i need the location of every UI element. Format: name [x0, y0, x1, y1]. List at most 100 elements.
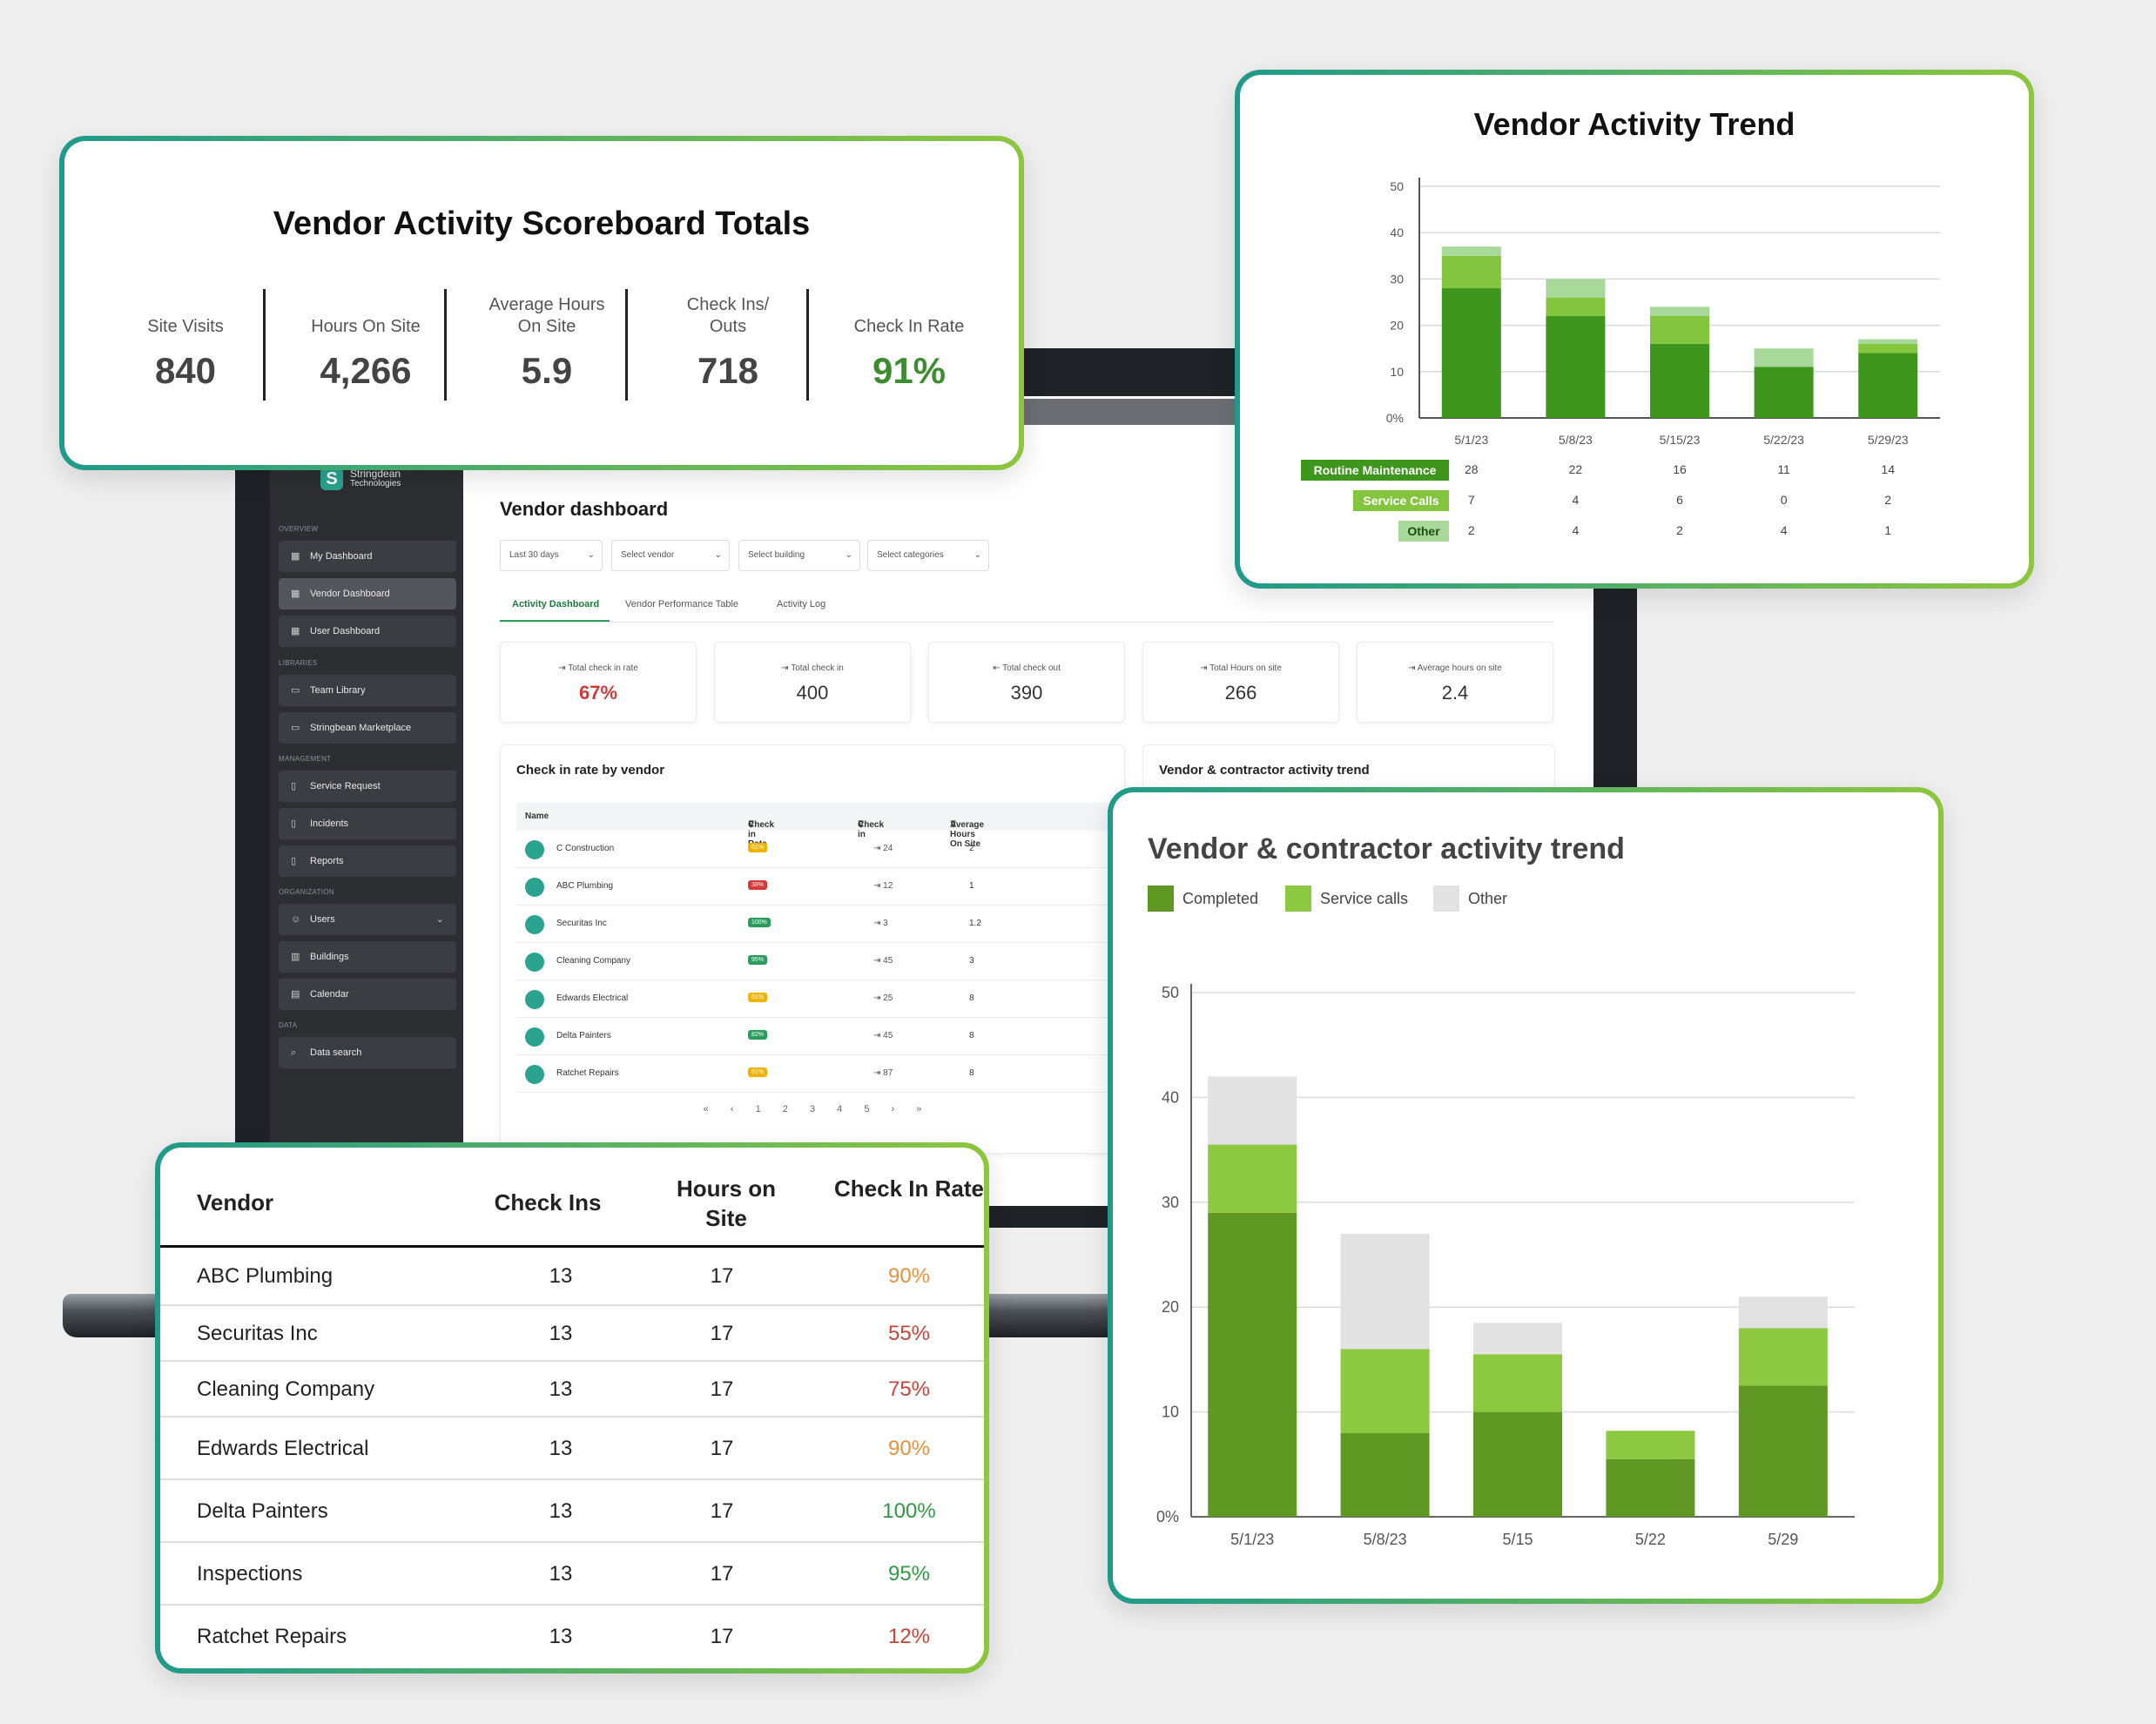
- column-vendor: Vendor: [197, 1189, 274, 1216]
- sidebar-item-incidents[interactable]: ▯ Incidents: [279, 808, 456, 839]
- page-link[interactable]: ‹: [730, 1104, 734, 1115]
- rate-value: 12%: [887, 1625, 931, 1648]
- table-row[interactable]: Securitas Inc 13 17 55%: [160, 1304, 984, 1360]
- table-row[interactable]: Delta Painters 82% ⇥ 45 8: [516, 1018, 1108, 1055]
- logo-icon: S: [320, 468, 343, 490]
- data-table-value: 7: [1468, 493, 1475, 507]
- data-table-value: 1: [1884, 523, 1891, 537]
- bar-service-calls: [1738, 1328, 1828, 1386]
- sidebar-item-reports[interactable]: ▯ Reports: [279, 845, 456, 877]
- page-link[interactable]: 1: [755, 1104, 761, 1115]
- filter-icon: ⊽: [950, 820, 957, 830]
- table-row[interactable]: ABC Plumbing 38% ⇥ 12 1: [516, 868, 1108, 906]
- table-row[interactable]: Cleaning Company 13 17 75%: [160, 1360, 984, 1416]
- bar-routine-maintenance: [1858, 353, 1918, 418]
- sidebar-item-team-library[interactable]: ▭ Team Library: [279, 675, 456, 706]
- check-in-value: ⇥ 45: [873, 956, 893, 966]
- tab-activity-log[interactable]: Activity Log: [777, 599, 826, 609]
- sidebar-item-marketplace[interactable]: ▭ Stringbean Marketplace: [279, 712, 456, 744]
- table-row[interactable]: Securitas Inc 100% ⇥ 3 1.2: [516, 906, 1108, 943]
- sidebar-item-vendor-dashboard[interactable]: ▦ Vendor Dashboard: [279, 578, 456, 609]
- page-link[interactable]: 5: [864, 1104, 870, 1115]
- rate-value: 95%: [887, 1562, 931, 1586]
- bar-service-calls: [1650, 315, 1709, 344]
- vendor-table-card: Vendor Check Ins Hours on Site Check In …: [155, 1142, 989, 1673]
- vendor-avatar-icon: [525, 878, 544, 897]
- vendor-avatar-icon: [525, 1065, 544, 1084]
- avg-hours: 8: [969, 1068, 974, 1078]
- vendor-select[interactable]: Select vendor ⌄: [611, 540, 730, 571]
- stat-check-ins-outs: Check Ins/ Outs 718: [686, 295, 770, 391]
- scoreboard-title: Vendor Activity Scoreboard Totals: [273, 205, 811, 242]
- column-rate: Check In Rate: [834, 1175, 984, 1202]
- y-tick-label: 20: [1162, 1298, 1179, 1316]
- table-row[interactable]: Delta Painters 13 17 100%: [160, 1478, 984, 1541]
- divider: [625, 289, 628, 401]
- check-in-value: ⇥ 24: [873, 844, 893, 853]
- vendor-name: ABC Plumbing: [556, 881, 614, 891]
- kpi-card: ⇥ Total check in rate 67%: [500, 642, 697, 723]
- table-row[interactable]: Edwards Electrical 13 17 90%: [160, 1416, 984, 1478]
- building-select[interactable]: Select building ⌄: [738, 540, 860, 571]
- bar-service-calls: [1858, 343, 1918, 354]
- sidebar-item-users[interactable]: ☺ Users ⌄: [279, 904, 456, 935]
- users-icon: ☺: [291, 914, 301, 925]
- chevron-down-icon: ⌄: [845, 550, 852, 560]
- sidebar-item-my-dashboard[interactable]: ▦ My Dashboard: [279, 541, 456, 572]
- scoreboard-card: Vendor Activity Scoreboard Totals Site V…: [59, 136, 1024, 470]
- data-table-value: 28: [1465, 462, 1479, 476]
- table-row[interactable]: Inspections 13 17 95%: [160, 1541, 984, 1604]
- table-row[interactable]: C Construction 61% ⇥ 24 2: [516, 831, 1108, 868]
- y-tick-label: 50: [1162, 984, 1179, 1001]
- table-row[interactable]: Ratchet Repairs 13 17 12%: [160, 1604, 984, 1667]
- bar-completed: [1606, 1458, 1695, 1517]
- bar-service-calls: [1546, 297, 1606, 316]
- page-link[interactable]: »: [916, 1104, 922, 1115]
- categories-select[interactable]: Select categories ⌄: [867, 540, 989, 571]
- x-tick-label: 5/8/23: [1364, 1531, 1407, 1548]
- avg-hours: 8: [969, 993, 974, 1003]
- vendor-activity-trend-card: Vendor Activity Trend 0% 10 20 30 40 50 5/1/23…: [1235, 70, 2034, 589]
- page-link[interactable]: «: [703, 1104, 709, 1115]
- tab-vendor-performance[interactable]: Vendor Performance Table: [625, 599, 739, 609]
- vendor-name: ABC Plumbing: [197, 1264, 334, 1288]
- date-range-select[interactable]: Last 30 days ⌄: [500, 540, 603, 571]
- rate-badge: 95%: [748, 955, 768, 965]
- section-organization: ORGANIZATION: [279, 888, 334, 896]
- table-row[interactable]: Edwards Electrical 61% ⇥ 25 8: [516, 980, 1108, 1018]
- sidebar-item-buildings[interactable]: ▥ Buildings: [279, 941, 456, 973]
- rate-badge: 61%: [748, 843, 768, 852]
- hours-value: 17: [710, 1322, 734, 1345]
- hours-value: 17: [710, 1377, 734, 1401]
- tab-activity-dashboard[interactable]: Activity Dashboard: [512, 599, 600, 609]
- sidebar-item-user-dashboard[interactable]: ▦ User Dashboard: [279, 616, 456, 647]
- y-tick-label: 30: [1390, 272, 1404, 286]
- stat-check-in-rate: Check In Rate 91%: [853, 317, 965, 391]
- table-row[interactable]: Ratchet Repairs 61% ⇥ 87 8: [516, 1055, 1108, 1093]
- vendor-avatar-icon: [525, 990, 544, 1009]
- table-row[interactable]: Cleaning Company 95% ⇥ 45 3: [516, 943, 1108, 980]
- page-link[interactable]: 4: [837, 1104, 843, 1115]
- hours-value: 17: [710, 1437, 734, 1460]
- sidebar-item-data-search[interactable]: ⌕ Data search: [279, 1037, 456, 1068]
- hours-value: 17: [710, 1562, 734, 1586]
- check-ins-value: 13: [549, 1625, 573, 1648]
- bar-service-calls: [1473, 1354, 1562, 1412]
- divider: [444, 289, 447, 401]
- page-link[interactable]: ›: [891, 1104, 895, 1115]
- check-in-value: ⇥ 45: [873, 1031, 893, 1040]
- page-link[interactable]: 3: [809, 1104, 816, 1115]
- check-in-icon: ⇥: [1200, 663, 1208, 673]
- avg-hours: 1.2: [969, 919, 981, 928]
- y-tick-label: 10: [1390, 365, 1404, 379]
- sidebar-item-calendar[interactable]: ▤ Calendar: [279, 979, 456, 1010]
- table-header: Name Check in Rate ⊽ Check in ⊽ Average …: [516, 803, 1108, 849]
- table-row[interactable]: ABC Plumbing 13 17 90%: [160, 1249, 984, 1304]
- series-label-bg: [1353, 490, 1449, 511]
- sidebar-item-service-request[interactable]: ▯ Service Request: [279, 771, 456, 802]
- vendor-name: Delta Painters: [197, 1499, 328, 1523]
- pagination[interactable]: « ‹ 1 2 3 4 5 › »: [501, 1104, 1124, 1115]
- page-link[interactable]: 2: [782, 1104, 788, 1115]
- chevron-down-icon: ⌄: [974, 550, 981, 560]
- logo-text: Stringdean Technologies: [350, 468, 401, 488]
